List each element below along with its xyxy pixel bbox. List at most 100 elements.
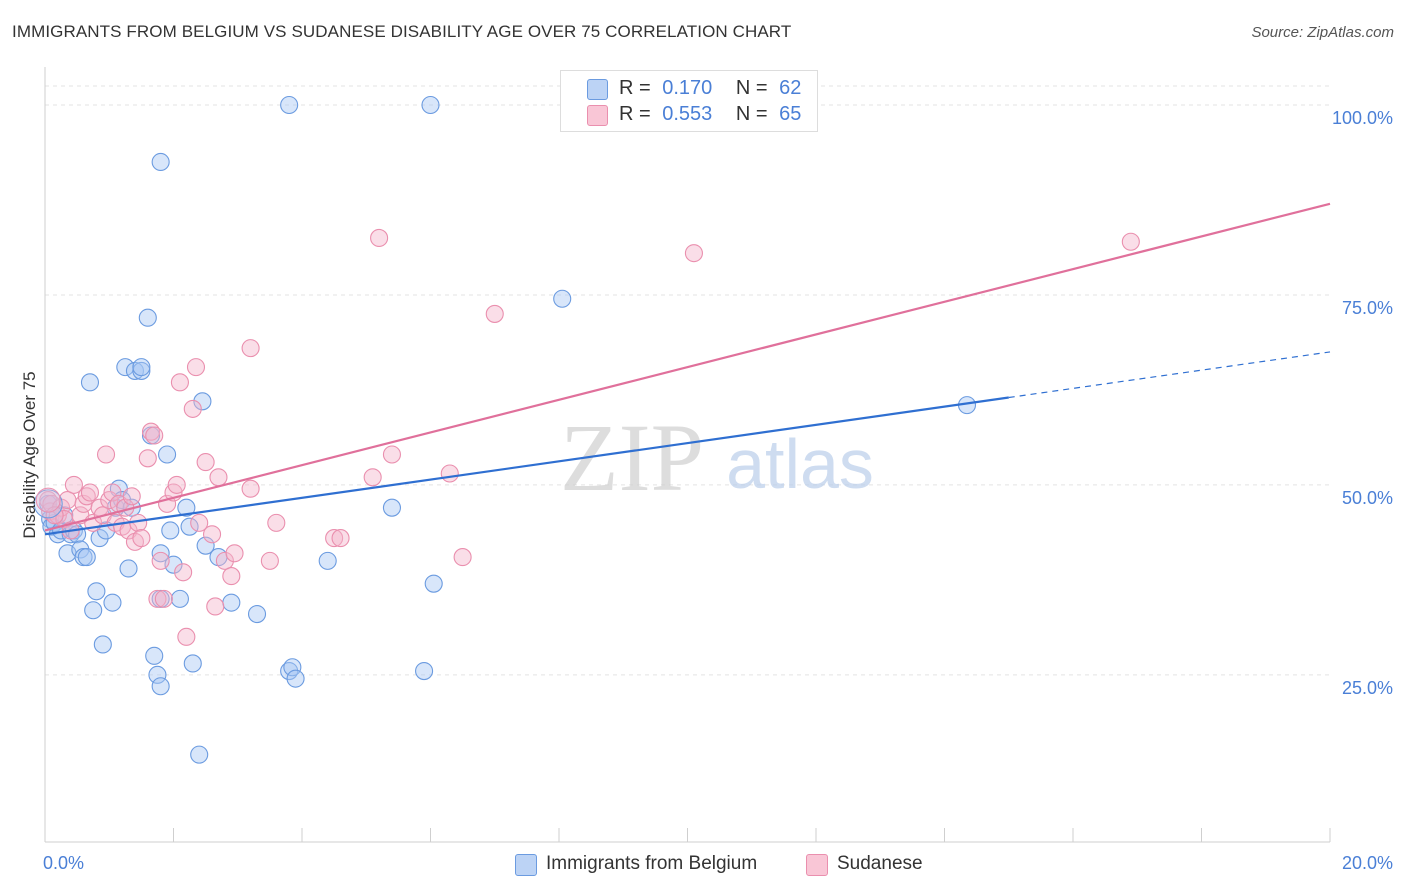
point-belgium — [318, 551, 337, 570]
point-belgium — [138, 308, 157, 327]
point-belgium — [80, 373, 100, 392]
point-sudanese — [177, 627, 196, 646]
legend-r-value-sudanese: 0.553 — [662, 103, 713, 125]
legend-r-value-belgium: 0.170 — [662, 77, 713, 99]
point-sudanese — [167, 475, 186, 494]
trendline-sudanese — [44, 202, 1331, 532]
point-belgium — [145, 646, 164, 665]
point-sudanese — [215, 551, 234, 570]
trend-layer — [44, 202, 1331, 536]
point-sudanese — [382, 445, 402, 464]
point-sudanese — [260, 551, 279, 570]
bottom-legend-swatch-belgium — [515, 854, 537, 876]
point-belgium — [421, 95, 440, 115]
axis-layer — [44, 67, 1331, 843]
point-sudanese — [190, 513, 209, 532]
point-sudanese — [203, 525, 222, 544]
point-sudanese — [206, 597, 225, 616]
point-sudanese — [132, 529, 151, 548]
point-sudanese — [183, 399, 202, 418]
point-belgium — [90, 529, 109, 548]
y-axis-label: Disability Age Over 75 — [20, 371, 39, 539]
point-sudanese — [45, 506, 64, 525]
bottom-legend-swatch-sudanese — [806, 854, 828, 876]
x-tick-label-max: 20.0% — [1342, 853, 1393, 873]
point-belgium — [283, 658, 302, 677]
point-belgium — [161, 521, 180, 540]
point-belgium — [93, 635, 112, 654]
point-belgium — [151, 544, 170, 563]
point-belgium — [280, 95, 299, 115]
point-belgium — [190, 745, 209, 764]
legend-r-label: R = — [619, 103, 651, 125]
point-belgium — [193, 392, 212, 411]
point-sudanese — [684, 244, 703, 263]
point-sudanese — [453, 548, 472, 567]
point-sudanese — [145, 426, 164, 445]
legend-swatch-sudanese — [587, 105, 608, 126]
point-belgium — [247, 605, 267, 624]
point-sudanese — [325, 529, 344, 548]
point-sudanese — [151, 551, 170, 570]
point-belgium — [148, 665, 167, 684]
point-belgium — [77, 548, 96, 567]
point-sudanese — [222, 567, 241, 586]
legend-n-label: N = — [735, 77, 768, 99]
point-sudanese — [241, 479, 260, 498]
point-sudanese — [363, 468, 382, 487]
point-sudanese — [103, 483, 122, 502]
bottom-legend-label-sudanese: Sudanese — [837, 853, 923, 874]
point-sudanese — [96, 445, 116, 464]
point-belgium — [177, 498, 196, 517]
point-sudanese — [225, 544, 244, 563]
legend-r-label: R = — [619, 77, 651, 99]
y-tick-label: 75.0% — [1342, 298, 1393, 318]
trendline-belgium-extension — [1008, 351, 1331, 399]
point-belgium — [196, 536, 215, 555]
point-sudanese — [331, 529, 350, 548]
watermark-atlas: atlas — [726, 425, 874, 503]
legend-n-value-belgium: 62 — [779, 77, 802, 99]
point-sudanese — [138, 449, 157, 468]
point-sudanese — [209, 468, 228, 487]
point-sudanese — [370, 228, 389, 248]
point-sudanese — [485, 304, 504, 323]
legend-n-label: N = — [735, 103, 768, 125]
point-sudanese — [148, 589, 167, 608]
legend-n-value-sudanese: 65 — [779, 103, 802, 125]
point-belgium — [158, 445, 177, 464]
point-belgium — [119, 559, 138, 578]
legend-swatch-belgium — [587, 79, 608, 100]
source-label: Source: ZipAtlas.com — [1251, 24, 1394, 41]
point-belgium — [382, 498, 402, 517]
grid-layer — [45, 85, 1330, 676]
point-belgium — [84, 601, 103, 620]
point-belgium-cluster — [33, 489, 63, 519]
trendline-belgium — [44, 396, 1009, 536]
point-sudanese-cluster — [35, 487, 61, 513]
point-belgium — [132, 358, 151, 377]
point-sudanese — [174, 563, 193, 582]
watermark: ZIP atlas — [560, 404, 874, 511]
chart-title: IMMIGRANTS FROM BELGIUM VS SUDANESE DISA… — [12, 22, 792, 41]
bottom-legend-label-belgium: Immigrants from Belgium — [546, 853, 758, 874]
point-belgium — [151, 152, 170, 172]
point-belgium — [183, 654, 202, 673]
point-sudanese — [196, 453, 215, 472]
legend-box: R = 0.170 N = 62 R = 0.553 N = 65 — [560, 70, 818, 132]
point-belgium — [286, 669, 305, 688]
point-sudanese — [154, 589, 173, 608]
point-sudanese — [440, 464, 459, 483]
point-belgium — [151, 677, 170, 696]
point-sudanese — [1121, 232, 1140, 251]
point-belgium — [180, 517, 199, 536]
y-tick-label: 50.0% — [1342, 488, 1393, 508]
point-belgium — [415, 661, 434, 681]
y-tick-label: 100.0% — [1332, 108, 1393, 128]
point-sudanese — [64, 475, 83, 494]
point-sudanese — [122, 487, 141, 506]
point-belgium — [103, 593, 122, 612]
point-sudanese — [80, 483, 100, 502]
y-tick-label: 25.0% — [1342, 678, 1393, 698]
